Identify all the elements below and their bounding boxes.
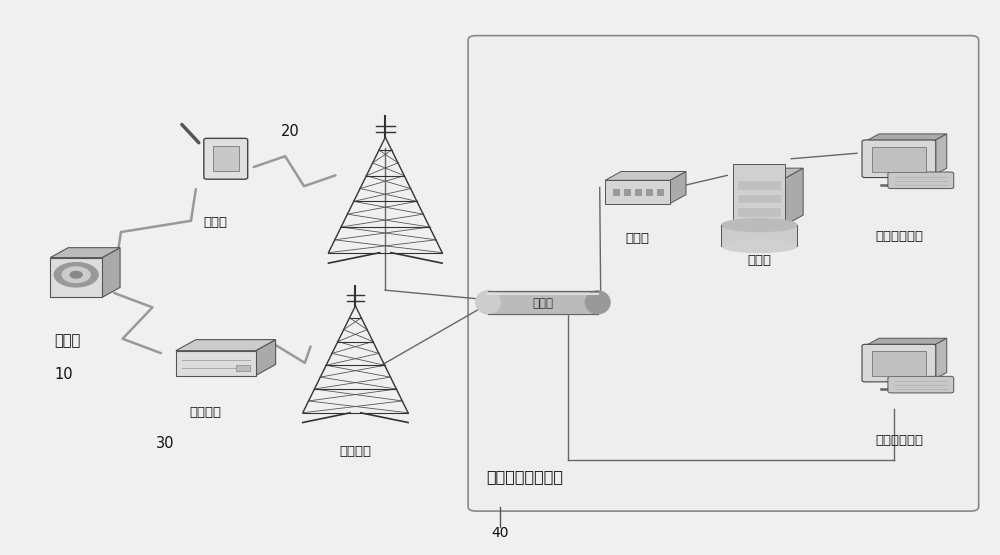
Text: 局域网: 局域网 — [626, 233, 650, 245]
Ellipse shape — [476, 291, 500, 314]
Circle shape — [54, 263, 98, 287]
Bar — [213, 145, 239, 171]
FancyBboxPatch shape — [888, 172, 954, 189]
Polygon shape — [176, 340, 276, 351]
Text: 30: 30 — [156, 436, 174, 451]
Bar — [733, 164, 785, 225]
Text: 10: 10 — [54, 367, 73, 382]
Ellipse shape — [721, 219, 797, 231]
FancyBboxPatch shape — [862, 140, 936, 178]
Bar — [738, 195, 780, 203]
Polygon shape — [865, 134, 947, 142]
Bar — [646, 189, 653, 196]
Bar — [236, 365, 250, 371]
Circle shape — [62, 267, 90, 282]
Text: 通信基站: 通信基站 — [339, 445, 371, 458]
Text: 手持机: 手持机 — [204, 216, 228, 229]
Bar — [605, 180, 670, 204]
Polygon shape — [102, 248, 120, 297]
Text: 车载中继: 车载中继 — [190, 406, 222, 419]
Bar — [488, 291, 598, 314]
Text: 服务器: 服务器 — [747, 254, 771, 268]
Polygon shape — [865, 338, 947, 346]
Bar — [738, 208, 780, 216]
Polygon shape — [670, 171, 686, 204]
FancyBboxPatch shape — [862, 344, 936, 382]
Text: 20: 20 — [281, 124, 299, 139]
Text: 互联网: 互联网 — [532, 297, 553, 310]
Bar — [738, 181, 780, 189]
Polygon shape — [733, 168, 803, 178]
Text: 网外浏览终端: 网外浏览终端 — [875, 434, 923, 447]
Bar — [872, 351, 926, 376]
Circle shape — [70, 271, 82, 278]
Bar — [624, 189, 631, 196]
Bar — [721, 225, 797, 246]
Polygon shape — [933, 338, 947, 380]
FancyBboxPatch shape — [204, 138, 248, 179]
FancyBboxPatch shape — [888, 376, 954, 393]
Bar — [50, 258, 102, 297]
Text: 采集器: 采集器 — [54, 334, 80, 349]
Ellipse shape — [721, 239, 797, 253]
Polygon shape — [50, 248, 120, 258]
Text: 地面数据处理设备: 地面数据处理设备 — [486, 470, 563, 485]
Bar — [657, 189, 664, 196]
Bar — [872, 147, 926, 172]
FancyBboxPatch shape — [468, 36, 979, 511]
Polygon shape — [933, 134, 947, 176]
Bar — [176, 351, 256, 376]
Text: 40: 40 — [491, 526, 509, 539]
Bar — [635, 189, 642, 196]
Ellipse shape — [585, 291, 610, 314]
Bar — [738, 221, 780, 229]
Text: 网内浏览终端: 网内浏览终端 — [875, 230, 923, 243]
Polygon shape — [785, 168, 803, 225]
Bar — [613, 189, 620, 196]
Polygon shape — [605, 171, 686, 180]
Polygon shape — [256, 340, 276, 376]
